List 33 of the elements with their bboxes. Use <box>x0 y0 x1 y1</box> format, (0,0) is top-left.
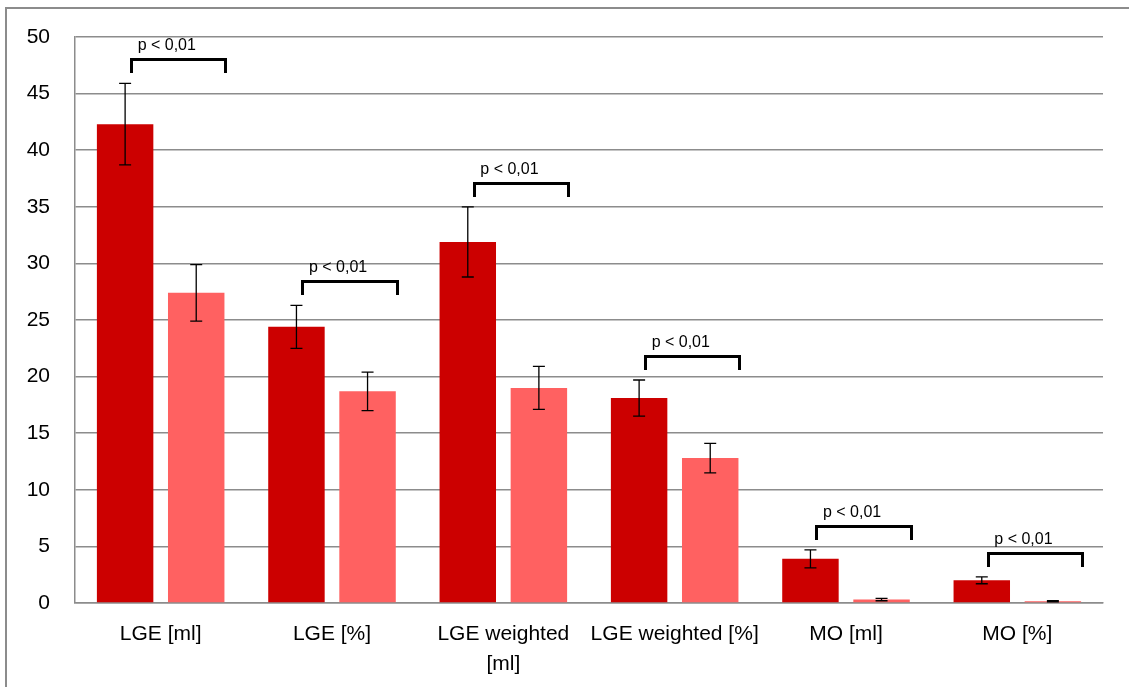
bar <box>339 391 396 603</box>
x-tick-label: LGE weighted [ml] <box>437 621 570 675</box>
y-tick-label: 5 <box>38 533 50 557</box>
y-tick-label: 10 <box>26 476 50 500</box>
bar <box>510 387 568 603</box>
y-tick-label: 0 <box>38 589 50 613</box>
annotation: p < 0,01 <box>822 502 882 520</box>
x-tick-label: MO [%] <box>982 621 1053 645</box>
y-tick-label: 45 <box>26 80 50 104</box>
bar <box>953 580 1011 603</box>
bar <box>268 326 325 603</box>
bar <box>782 558 839 603</box>
bar <box>439 241 497 603</box>
y-tick-label: 30 <box>26 250 50 274</box>
y-tick-label: 50 <box>26 23 50 47</box>
x-tick-label: LGE weighted [%] <box>590 621 759 645</box>
x-tick-label: LGE [ml] <box>119 621 202 645</box>
bar <box>167 292 225 603</box>
annotation: p < 0,01 <box>994 529 1053 547</box>
bar <box>681 458 739 603</box>
annotation: p < 0,01 <box>308 258 368 276</box>
annotation: p < 0,01 <box>480 159 539 177</box>
bar <box>610 398 668 603</box>
y-tick-label: 15 <box>26 420 50 443</box>
x-tick-label: LGE [%] <box>292 621 372 645</box>
x-tick-label: MO [ml] <box>809 621 883 645</box>
bar <box>96 124 154 603</box>
y-tick-label: 35 <box>26 193 50 217</box>
y-tick-label: 20 <box>26 363 50 387</box>
annotation: p < 0,01 <box>137 36 197 54</box>
y-tick-label: 25 <box>26 306 50 330</box>
y-tick-label: 40 <box>26 137 50 160</box>
annotation: p < 0,01 <box>651 333 711 350</box>
